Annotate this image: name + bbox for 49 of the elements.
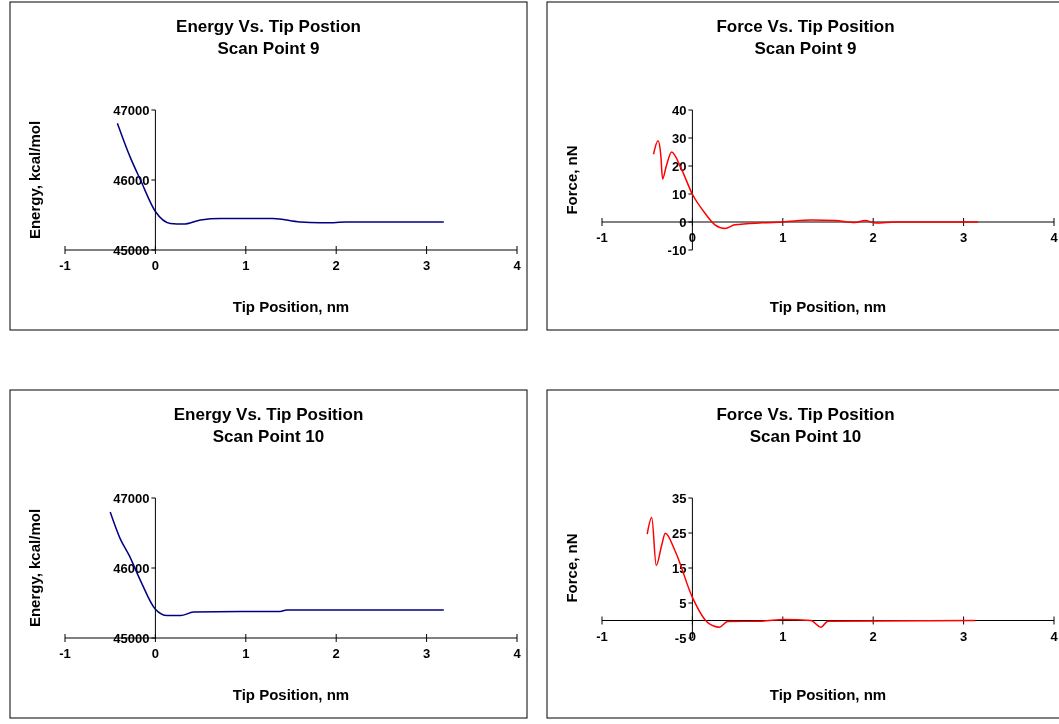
- line-series: [646, 516, 977, 628]
- x-axis-title: Tip Position, nm: [232, 298, 350, 315]
- y-tick-label: 5: [679, 596, 687, 611]
- y-tick-label: 35: [671, 491, 687, 506]
- y-tick-label: 40: [671, 103, 687, 118]
- x-tick-label: 2: [332, 258, 340, 273]
- y-axis-title: Force, nN: [563, 145, 580, 215]
- chart-title: Force Vs. Tip Position Scan Point 9: [716, 17, 895, 58]
- x-tick-label: 1: [242, 646, 250, 661]
- x-tick-label: -1: [59, 258, 71, 273]
- y-tick-label: 30: [671, 131, 687, 146]
- x-tick-label: 0: [151, 258, 160, 273]
- y-tick-label: 45000: [113, 631, 150, 646]
- x-tick-label: 3: [422, 258, 431, 273]
- line-series: [109, 511, 445, 617]
- x-tick-label: 4: [1050, 230, 1059, 245]
- y-tick-label: 25: [671, 526, 687, 541]
- chart-title: Energy Vs. Tip Postion Scan Point 9: [176, 17, 361, 58]
- x-tick-label: 3: [422, 646, 431, 661]
- y-axis-title: Energy, kcal/mol: [26, 508, 43, 628]
- x-axis-title: Tip Position, nm: [232, 686, 350, 703]
- x-tick-label: 3: [959, 628, 968, 644]
- chart-title: Energy Vs. Tip Position Scan Point 10: [173, 405, 364, 446]
- x-tick-label: 1: [242, 258, 250, 273]
- x-tick-label: 2: [332, 646, 340, 661]
- chart-title: Force Vs. Tip Position Scan Point 10: [716, 405, 895, 446]
- x-tick-label: -1: [596, 230, 608, 245]
- x-tick-label: -1: [59, 646, 71, 661]
- y-axis-title: Energy, kcal/mol: [26, 120, 43, 240]
- x-axis-title: Tip Position, nm: [769, 686, 887, 703]
- y-tick-label: -5: [674, 631, 687, 646]
- y-tick-label: -10: [667, 243, 687, 258]
- x-tick-label: 1: [779, 628, 787, 644]
- y-tick-label: 0: [679, 215, 687, 230]
- y-axis-title: Force, nN: [563, 533, 580, 603]
- x-tick-label: 2: [869, 628, 877, 644]
- y-tick-label: 10: [671, 187, 687, 202]
- x-tick-label: 3: [959, 230, 968, 245]
- x-tick-label: 4: [513, 258, 522, 273]
- x-tick-label: 4: [1050, 628, 1059, 644]
- x-tick-label: 4: [513, 646, 522, 661]
- y-tick-label: 45000: [113, 243, 150, 258]
- x-tick-label: 2: [869, 230, 877, 245]
- y-tick-label: 47000: [113, 491, 150, 506]
- x-tick-label: 0: [151, 646, 160, 661]
- y-tick-label: 47000: [113, 103, 150, 118]
- x-tick-label: 1: [779, 230, 787, 245]
- x-tick-label: -1: [596, 628, 608, 644]
- x-axis-title: Tip Position, nm: [769, 298, 887, 315]
